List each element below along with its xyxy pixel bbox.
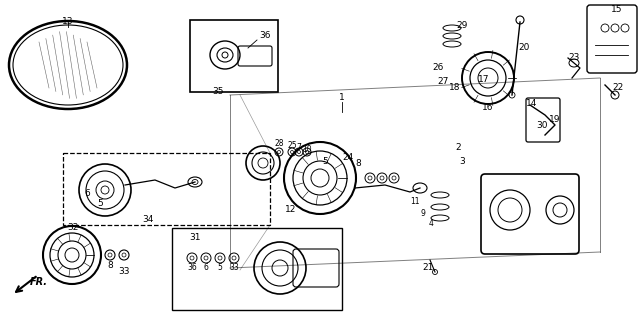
Text: 5: 5 <box>218 264 223 272</box>
Text: 33: 33 <box>118 266 130 276</box>
Ellipse shape <box>298 151 301 153</box>
Ellipse shape <box>122 253 126 257</box>
Text: 27: 27 <box>437 77 449 87</box>
Ellipse shape <box>368 176 372 180</box>
Text: 28: 28 <box>275 140 284 148</box>
Text: 9: 9 <box>420 209 426 217</box>
Ellipse shape <box>305 151 308 153</box>
Text: 32: 32 <box>67 224 79 232</box>
Text: 26: 26 <box>432 64 444 72</box>
Text: 30: 30 <box>536 121 548 129</box>
Text: 34: 34 <box>142 215 154 225</box>
Text: 24: 24 <box>342 153 354 163</box>
Ellipse shape <box>204 256 208 260</box>
Text: 33: 33 <box>229 264 239 272</box>
Text: 8: 8 <box>355 159 361 169</box>
Text: 6: 6 <box>84 188 90 198</box>
Text: FR.: FR. <box>30 277 48 287</box>
Ellipse shape <box>218 256 222 260</box>
Text: 11: 11 <box>410 197 420 205</box>
Text: 25: 25 <box>287 141 297 151</box>
Text: 16: 16 <box>483 104 493 112</box>
Text: 23: 23 <box>568 54 580 62</box>
Text: 5: 5 <box>322 158 328 167</box>
Text: 10: 10 <box>302 146 312 154</box>
Text: 31: 31 <box>189 233 201 243</box>
Text: 21: 21 <box>422 264 434 272</box>
Text: 7: 7 <box>296 144 301 152</box>
Text: 4: 4 <box>429 220 433 228</box>
Text: 3: 3 <box>459 158 465 167</box>
Text: 14: 14 <box>526 100 538 108</box>
Text: 35: 35 <box>212 88 224 96</box>
Ellipse shape <box>232 256 236 260</box>
Text: 2: 2 <box>455 142 461 152</box>
Text: 18: 18 <box>449 83 461 91</box>
Text: 20: 20 <box>518 43 530 51</box>
Text: 36: 36 <box>187 264 197 272</box>
Bar <box>63 153 270 225</box>
Text: 12: 12 <box>285 205 297 215</box>
Ellipse shape <box>278 151 280 153</box>
Text: 22: 22 <box>612 83 623 93</box>
Text: 17: 17 <box>478 76 490 84</box>
Text: 13: 13 <box>62 18 74 26</box>
Text: 5: 5 <box>97 198 103 208</box>
Text: 29: 29 <box>456 21 468 31</box>
Text: 1: 1 <box>339 94 345 102</box>
Text: 6: 6 <box>204 264 209 272</box>
Text: 36: 36 <box>259 31 271 39</box>
Ellipse shape <box>291 151 294 153</box>
Text: 19: 19 <box>549 116 561 124</box>
Ellipse shape <box>392 176 396 180</box>
Ellipse shape <box>190 256 194 260</box>
Ellipse shape <box>108 253 112 257</box>
Bar <box>172 228 342 310</box>
Text: 8: 8 <box>107 261 113 270</box>
Bar <box>190 20 278 92</box>
Ellipse shape <box>380 176 384 180</box>
Text: 15: 15 <box>611 5 623 14</box>
